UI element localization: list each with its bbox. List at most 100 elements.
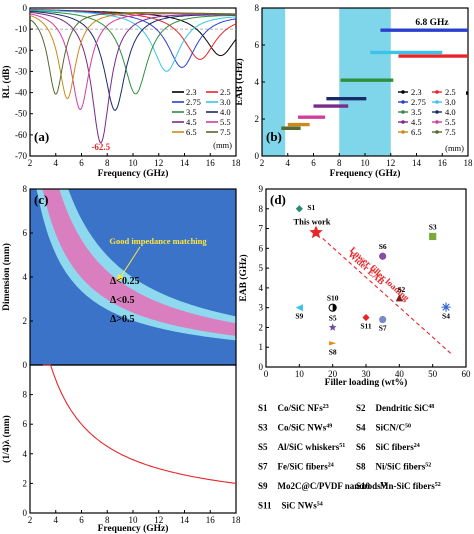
panel-d-reference-name: Ni/SiC fibers — [376, 462, 426, 472]
panel-d-reference-item: S9 Mo2C@C/PVDF nanorods53 — [258, 481, 387, 491]
panel-a-series-3.5 — [29, 10, 236, 95]
panel-d-point-label: S10 — [327, 294, 339, 303]
panel-b-legend-label: 7.5 — [445, 127, 456, 137]
panel-d-reference-cite: 51 — [339, 443, 345, 449]
panel-d-point-label: S8 — [329, 347, 337, 356]
panel-a-curves — [29, 9, 237, 144]
panel-d-point-s2 — [395, 294, 403, 302]
panel-d-reference-cite: 52 — [435, 482, 441, 488]
panel-c-top-ytick-label: 0 — [23, 360, 28, 370]
panel-c-ylabel-top: Dimension (mm) — [1, 243, 12, 311]
panel-d-reference-cite: 24 — [328, 463, 334, 469]
panel-a-xtick-label: 4 — [54, 158, 59, 168]
panel-b-annotation: 6.8 GHz — [415, 18, 449, 28]
panel-c-bottom-xtick-label: 18 — [232, 515, 242, 525]
panel-d-reference-name: SiC fibers — [376, 442, 415, 452]
panel-d-point-this-work — [309, 225, 323, 239]
panel-c-bottom-ytick-label: 6 — [23, 419, 28, 429]
panel-d-reference-id: S9 — [258, 481, 268, 491]
panel-b-legend-label: 3.5 — [411, 107, 422, 117]
panel-b-ytick-label: 8 — [255, 3, 260, 13]
panel-d-reference-cite: 24 — [414, 443, 420, 449]
panel-a-ticks: 2 4 6 8 10 12 14 16 18 0 -10 -20 -30 -40 -50 -60 -70 — [15, 3, 241, 168]
panel-b-legend-marker — [401, 120, 405, 124]
panel-b-legend-label: 2.75 — [411, 97, 426, 107]
panel-d-point-s8 — [329, 341, 337, 346]
panel-c-bottom-ytick-label: 8 — [23, 390, 28, 400]
panel-b-legend-marker — [435, 110, 439, 114]
panel-b-xtick-label: 12 — [386, 158, 395, 168]
panel-c-bottom-xtick-label: 16 — [206, 515, 216, 525]
panel-d-points: This work S1 S2 S3 ✳S4 S5 S6 S7 S8 S9 S10 S11 — [293, 203, 451, 356]
panel-d-point-label: S11 — [360, 322, 372, 331]
panel-d-point-label: S7 — [379, 324, 387, 333]
panel-d-reference-cite: 48 — [428, 404, 434, 410]
panel-c-top-ytick-label: 4 — [23, 272, 28, 282]
panel-d-reference-name: Co/SiC NFs — [278, 403, 324, 413]
panel-c-region-label-2: Δ<0.5 — [110, 295, 134, 306]
panel-c-bottom-xtick-label: 8 — [105, 515, 110, 525]
panel-d-point-s6 — [379, 252, 387, 260]
panel-b-legend: 2.3 2.5 2.75 3.0 3.5 4.0 4.5 5.5 6.5 7.5 (mm) — [395, 85, 466, 153]
panel-c-bottom-xtick-label: 6 — [79, 515, 84, 525]
panel-d-reference-id: S8 — [356, 462, 366, 472]
panel-d-point-s9 — [295, 304, 303, 312]
panel-b-ytick-label: 4 — [255, 77, 260, 87]
panel-d-xtick-label: 20 — [328, 369, 338, 379]
panel-a-ytick-label: -10 — [15, 24, 27, 34]
panel-d-xtick-label: 40 — [395, 369, 405, 379]
panel-d-point-label: S3 — [429, 222, 437, 231]
panel-c-bottom-xtick-label: 4 — [54, 515, 59, 525]
panel-b-legend-label: 5.5 — [445, 117, 456, 127]
panel-a-annotation: -62.5 — [91, 142, 110, 152]
panel-b-xtick-label: 8 — [337, 158, 342, 168]
panel-a-series-4.5 — [29, 11, 236, 144]
panel-d-ytick-label: 0 — [259, 362, 264, 372]
panel-b-xtick-label: 2 — [260, 158, 265, 168]
panel-d-point-label: S6 — [379, 242, 387, 251]
panel-d-ylabel: EAB (GHz) — [238, 254, 249, 301]
panel-b-xtick-label: 16 — [438, 158, 448, 168]
panel-c-bottom-ytick-label: 2 — [23, 478, 28, 488]
panel-a-xtick-label: 16 — [206, 158, 216, 168]
panel-b-xlabel: Frequency (GHz) — [330, 168, 401, 179]
panel-d-point-label: S4 — [442, 312, 450, 321]
panel-d-ytick-label: 4 — [259, 283, 264, 293]
panel-a-ytick-label: 0 — [23, 3, 28, 13]
panel-b-legend-label: 4.0 — [445, 107, 456, 117]
panel-a-legend-label: 2.5 — [220, 87, 231, 97]
panel-b-xtick-label: 4 — [286, 158, 291, 168]
panel-d-reference-cite: 23 — [323, 404, 329, 410]
panel-a-legend: 2.3 2.5 2.75 3.0 3.5 4.0 4.5 5.5 6.5 7.5 (mm) — [172, 87, 232, 150]
panel-a-ylabel: RL (dB) — [1, 66, 12, 99]
panel-c-top-ytick-label: 2 — [23, 316, 28, 326]
panel-a-series-7.5 — [29, 12, 236, 95]
panel-b-xtick-label: 10 — [361, 158, 371, 168]
panel-a-legend-label: 3.0 — [220, 97, 231, 107]
panel-b-legend-label: 4.5 — [411, 117, 422, 127]
panel-d-point-s5 — [328, 323, 337, 331]
panel-d-point-label: S5 — [329, 313, 337, 322]
panel-d-reference-id: S1 — [258, 403, 268, 413]
panel-d-reference-id: S10 — [356, 481, 371, 491]
panel-d-trend-text-2: Lower filler loading — [348, 245, 412, 304]
panel-d-xtick-label: 0 — [264, 369, 269, 379]
panel-d-trend-line — [322, 238, 454, 356]
panel-b-xtick-label: 6 — [311, 158, 316, 168]
panel-d-reference-id: S7 — [258, 462, 268, 472]
panel-d-reference-name: SiC NWs — [282, 501, 318, 511]
panel-a-legend-label: 2.75 — [186, 97, 201, 107]
panel-d-reference-item: S4 SiCN/C50 — [356, 423, 411, 433]
panel-d-reference-id: S5 — [258, 442, 268, 452]
panel-a-xtick-label: 18 — [232, 158, 242, 168]
panel-c-top-ytick-label: 8 — [23, 184, 28, 194]
panel-b-legend-marker — [435, 90, 439, 94]
panel-d-xtick-label: 50 — [428, 369, 438, 379]
panel-d-reference-name: Dendritic SiC — [376, 403, 429, 413]
panel-d-point-s1 — [295, 205, 303, 213]
panel-d-reference-item: S1 Co/SiC NFs23 — [258, 403, 329, 413]
panel-d-point-label: S9 — [295, 312, 303, 321]
panel-d-comparison-chart: Wider EAB Lower filler loading This work… — [238, 184, 471, 511]
